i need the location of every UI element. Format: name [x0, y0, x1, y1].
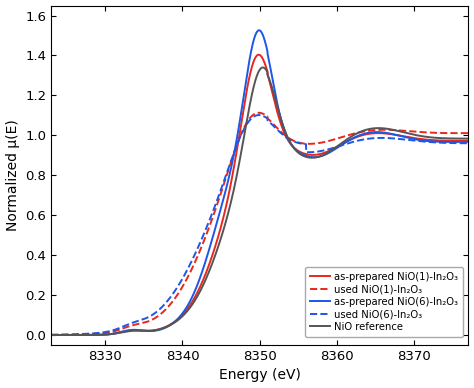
- Line: used NiO(1)-In₂O₃: used NiO(1)-In₂O₃: [51, 113, 468, 335]
- used NiO(6)-In₂O₃: [377, 135, 383, 140]
- NiO reference: [251, 83, 257, 88]
- as-prepared NiO(6)-In₂O₃: [256, 28, 262, 33]
- as-prepared NiO(6)-In₂O₃: [377, 130, 383, 135]
- as-prepared NiO(6)-In₂O₃: [465, 140, 471, 144]
- as-prepared NiO(6)-In₂O₃: [454, 140, 459, 144]
- NiO reference: [260, 65, 265, 70]
- used NiO(6)-In₂O₃: [256, 113, 262, 118]
- as-prepared NiO(6)-In₂O₃: [70, 333, 75, 337]
- Y-axis label: Normalized μ(E): Normalized μ(E): [6, 120, 19, 231]
- used NiO(6)-In₂O₃: [48, 333, 54, 337]
- NiO reference: [454, 136, 459, 141]
- used NiO(6)-In₂O₃: [465, 141, 471, 146]
- NiO reference: [454, 136, 459, 141]
- as-prepared NiO(6)-In₂O₃: [454, 140, 459, 144]
- NiO reference: [70, 333, 75, 337]
- used NiO(1)-In₂O₃: [377, 128, 383, 132]
- as-prepared NiO(1)-In₂O₃: [48, 333, 54, 337]
- as-prepared NiO(1)-In₂O₃: [377, 131, 383, 135]
- NiO reference: [377, 126, 383, 130]
- as-prepared NiO(6)-In₂O₃: [251, 37, 257, 42]
- Line: as-prepared NiO(6)-In₂O₃: as-prepared NiO(6)-In₂O₃: [51, 30, 468, 335]
- used NiO(1)-In₂O₃: [70, 333, 75, 337]
- NiO reference: [465, 136, 471, 141]
- as-prepared NiO(1)-In₂O₃: [465, 139, 471, 143]
- Line: as-prepared NiO(1)-In₂O₃: as-prepared NiO(1)-In₂O₃: [51, 55, 468, 335]
- NiO reference: [48, 333, 54, 337]
- Legend: as-prepared NiO(1)-In₂O₃, used NiO(1)-In₂O₃, as-prepared NiO(6)-In₂O₃, used NiO(: as-prepared NiO(1)-In₂O₃, used NiO(1)-In…: [305, 267, 464, 337]
- used NiO(1)-In₂O₃: [454, 131, 459, 135]
- used NiO(1)-In₂O₃: [465, 131, 471, 135]
- as-prepared NiO(1)-In₂O₃: [251, 58, 257, 63]
- as-prepared NiO(6)-In₂O₃: [48, 333, 54, 338]
- used NiO(6)-In₂O₃: [454, 141, 459, 146]
- used NiO(1)-In₂O₃: [256, 111, 262, 115]
- Line: used NiO(6)-In₂O₃: used NiO(6)-In₂O₃: [51, 115, 468, 335]
- NiO reference: [240, 140, 246, 145]
- used NiO(1)-In₂O₃: [240, 128, 246, 132]
- used NiO(1)-In₂O₃: [251, 112, 257, 116]
- used NiO(6)-In₂O₃: [454, 141, 459, 146]
- X-axis label: Energy (eV): Energy (eV): [219, 369, 301, 383]
- as-prepared NiO(1)-In₂O₃: [256, 52, 262, 57]
- Line: NiO reference: NiO reference: [51, 68, 468, 335]
- used NiO(6)-In₂O₃: [240, 129, 246, 133]
- used NiO(1)-In₂O₃: [48, 333, 54, 337]
- as-prepared NiO(1)-In₂O₃: [454, 139, 459, 143]
- as-prepared NiO(1)-In₂O₃: [454, 139, 459, 143]
- used NiO(1)-In₂O₃: [454, 131, 459, 135]
- as-prepared NiO(1)-In₂O₃: [240, 110, 246, 115]
- used NiO(6)-In₂O₃: [251, 114, 257, 119]
- as-prepared NiO(1)-In₂O₃: [70, 333, 75, 337]
- used NiO(6)-In₂O₃: [70, 332, 75, 337]
- as-prepared NiO(6)-In₂O₃: [240, 99, 246, 103]
